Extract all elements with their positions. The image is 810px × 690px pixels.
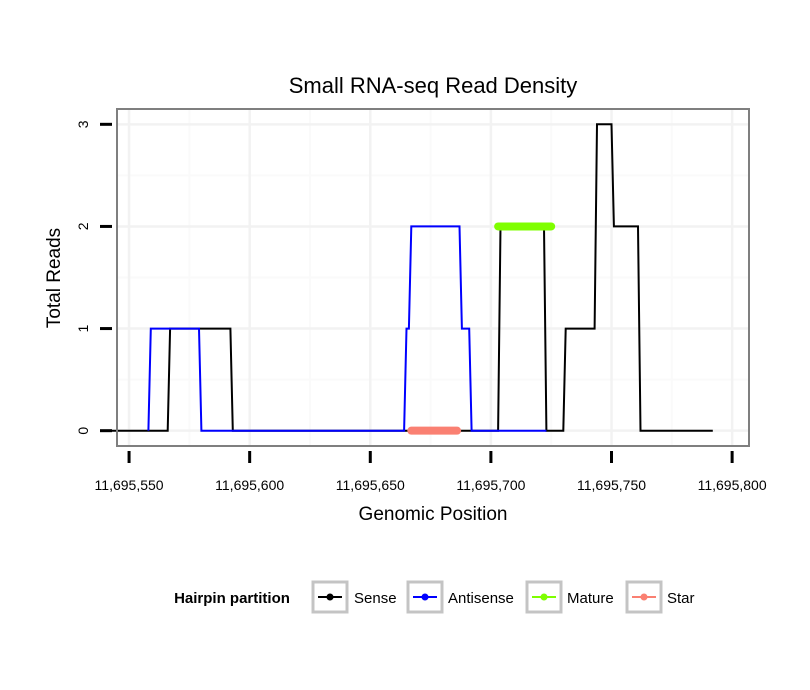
legend-item-mature: Mature — [525, 580, 614, 614]
grid-minor — [117, 109, 749, 446]
legend-point-antisense — [421, 593, 429, 601]
x-tick-label: 11,695,600 — [215, 477, 284, 493]
legend-item-antisense: Antisense — [406, 580, 514, 614]
y-axis-title: Total Reads — [44, 228, 65, 328]
y-tick-label: 3 — [75, 120, 91, 128]
x-tick-label: 11,695,550 — [95, 477, 164, 493]
x-axis-title: Genomic Position — [359, 504, 508, 525]
legend-point-mature — [540, 593, 548, 601]
plot-panel-border — [116, 108, 750, 447]
legend: Hairpin partition Sense Antisense Mature… — [174, 580, 695, 614]
series-antisense-line — [147, 225, 547, 432]
y-axis: 0 1 2 3 — [75, 120, 112, 435]
x-tick-label: 11,695,800 — [698, 477, 767, 493]
x-tick-label: 11,695,650 — [336, 477, 405, 493]
legend-point-sense — [326, 593, 334, 601]
chart-title: Small RNA-seq Read Density — [289, 73, 578, 98]
legend-item-star: Star — [625, 580, 695, 614]
x-axis: 11,695,550 11,695,600 11,695,650 11,695,700… — [95, 451, 767, 493]
y-tick-label: 2 — [75, 222, 91, 230]
y-tick-label: 1 — [75, 324, 91, 332]
legend-label-mature: Mature — [567, 590, 614, 607]
series-layer — [109, 123, 713, 435]
legend-item-sense: Sense — [311, 580, 397, 614]
legend-label-antisense: Antisense — [448, 590, 514, 607]
legend-label-sense: Sense — [354, 590, 397, 607]
series-sense-line — [109, 123, 713, 432]
legend-point-star — [640, 593, 648, 601]
legend-title: Hairpin partition — [174, 590, 290, 607]
x-tick-label: 11,695,700 — [456, 477, 525, 493]
y-tick-label: 0 — [75, 427, 91, 435]
legend-label-star: Star — [667, 590, 695, 607]
x-tick-label: 11,695,750 — [577, 477, 646, 493]
